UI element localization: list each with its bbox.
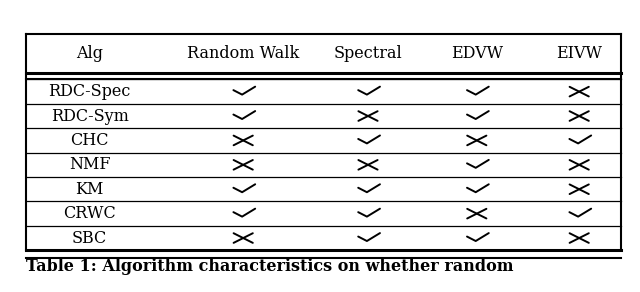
Text: Spectral: Spectral xyxy=(333,45,403,62)
Text: Alg: Alg xyxy=(76,45,103,62)
Text: EDVW: EDVW xyxy=(451,45,503,62)
Text: KM: KM xyxy=(76,181,104,198)
Text: Random Walk: Random Walk xyxy=(187,45,300,62)
Text: RDC-Spec: RDC-Spec xyxy=(49,83,131,100)
Text: Table 1: Algorithm characteristics on whether random: Table 1: Algorithm characteristics on wh… xyxy=(26,258,513,275)
Text: CRWC: CRWC xyxy=(63,205,116,222)
Text: SBC: SBC xyxy=(72,230,108,246)
Text: CHC: CHC xyxy=(70,132,109,149)
Text: NMF: NMF xyxy=(69,156,110,173)
Text: EIVW: EIVW xyxy=(556,45,602,62)
Text: RDC-Sym: RDC-Sym xyxy=(51,107,129,124)
